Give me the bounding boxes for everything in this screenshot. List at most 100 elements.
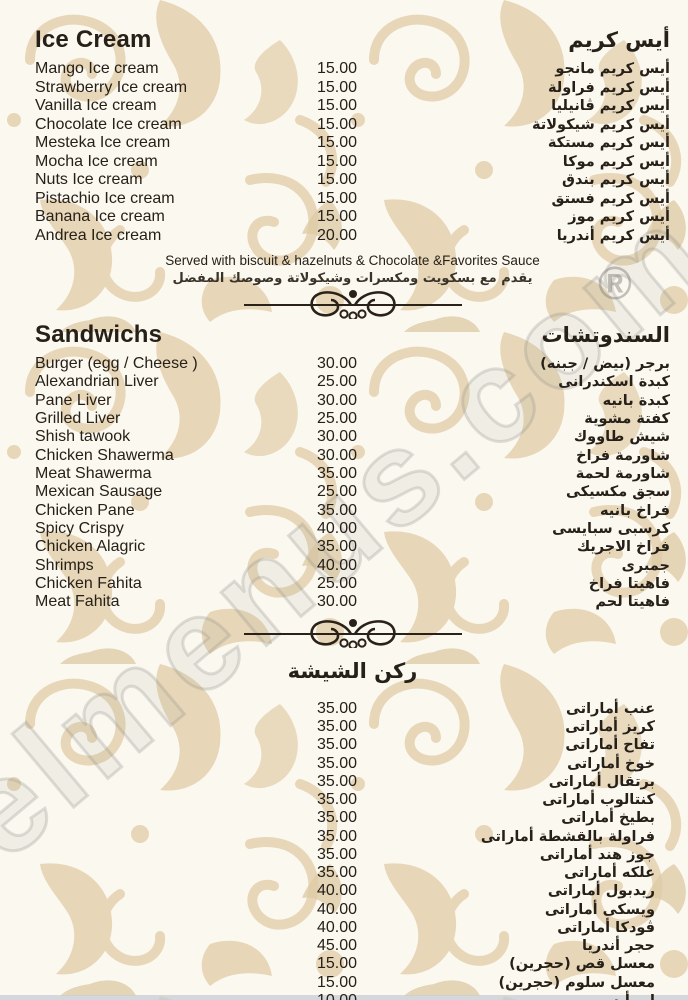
menu-item-row: 35.00 عنب أماراتى xyxy=(35,700,670,718)
menu-item-row: Chicken Fahita 25.00 فاهيتا فراخ xyxy=(35,575,670,593)
item-name-ar: كبدة بانيه xyxy=(602,392,670,409)
item-name-en: Chicken Pane xyxy=(35,501,135,519)
item-name-ar: كبدة اسكندرانى xyxy=(558,374,670,391)
item-name-ar: برتقال أماراتى xyxy=(548,773,655,790)
item-name-ar: شاورمة فراخ xyxy=(576,447,670,464)
item-price: 25.00 xyxy=(316,483,357,501)
item-name-en: Vanilla Ice cream xyxy=(35,97,157,114)
ice-cream-note-ar: يقدم مع بسكويت ومكسرات وشيكولاتة وصوصك ا… xyxy=(172,271,533,286)
menu-item-row: 35.00 خوخ أماراتى xyxy=(35,755,670,773)
item-name-en: Pistachio Ice cream xyxy=(35,189,175,207)
item-price: 30.00 xyxy=(316,355,357,372)
item-price: 25.00 xyxy=(316,373,357,391)
item-name-ar: بطيخ أماراتى xyxy=(561,810,655,827)
item-name-ar: عنب أماراتى xyxy=(565,700,655,717)
menu-item-row: 35.00 فراولة بالقشطة أماراتى xyxy=(35,828,670,846)
menu-item-row: 15.00 معسل سلوم (حجرين) xyxy=(35,974,670,992)
item-name-ar: ڤودكا أماراتى xyxy=(557,919,655,936)
item-name-en: Mesteka Ice cream xyxy=(35,134,171,151)
item-name-ar: شيش طاووك xyxy=(573,429,670,446)
item-name-ar: لى أيس xyxy=(357,992,655,1000)
item-price: 25.00 xyxy=(316,575,357,593)
menu-item-row: Mesteka Ice cream 15.00 أيس كريم مستكة xyxy=(35,134,670,153)
menu-item-row: Strawberry Ice cream 15.00 أيس كريم فراو… xyxy=(35,79,670,98)
item-price: 40.00 xyxy=(316,882,357,900)
ice-cream-note-en: Served with biscuit & hazelnuts & Chocol… xyxy=(165,253,540,268)
item-name-ar: تفاح أماراتى xyxy=(565,737,655,754)
ice-cream-header: Ice Cream أيس كريم xyxy=(35,26,670,56)
menu-item-row: Spicy Crispy 40.00 كرسبى سبايسى xyxy=(35,520,670,538)
item-price: 20.00 xyxy=(316,226,357,244)
menu-item-row: 35.00 علكه أماراتى xyxy=(35,864,670,882)
item-name-ar: برجر (بيض / جبنه) xyxy=(540,356,670,372)
menu-item-row: Banana Ice cream 15.00 أيس كريم موز xyxy=(35,208,670,227)
ice-cream-title-ar: أيس كريم xyxy=(568,28,670,52)
menu-item-row: Chicken Shawerma 30.00 شاورمة فراخ xyxy=(35,447,670,465)
item-name-en: Burger (egg / Cheese ) xyxy=(35,355,198,372)
menu-item-row: 45.00 حجر أندريا xyxy=(35,937,670,955)
menu-item-row: 35.00 بطيخ أماراتى xyxy=(35,809,670,827)
item-price: 15.00 xyxy=(316,208,357,225)
item-name-en: Shrimps xyxy=(35,556,94,574)
sandwichs-title-ar: السندوتشات xyxy=(541,323,670,347)
section-ice-cream: Ice Cream أيس كريم Mango Ice cream 15.00… xyxy=(35,26,670,286)
menu-item-row: 35.00 كنتالوب أماراتى xyxy=(35,791,670,809)
menu-item-row: 40.00 ڤودكا أماراتى xyxy=(35,919,670,937)
item-name-ar: كنتالوب أماراتى xyxy=(542,792,655,809)
item-name-ar: معسل سلوم (حجرين) xyxy=(498,974,655,991)
item-price: 15.00 xyxy=(316,115,357,133)
item-name-ar: شاورمة لحمة xyxy=(575,466,670,483)
item-name-ar: فراخ بانيه xyxy=(599,502,670,519)
menu-item-row: Nuts Ice cream 15.00 أيس كريم بندق xyxy=(35,171,670,190)
item-name-ar: كفتة مشوية xyxy=(584,411,670,428)
item-name-ar: أيس كريم مانجو xyxy=(555,61,670,77)
item-price: 35.00 xyxy=(316,791,357,809)
item-name-en: Mocha Ice cream xyxy=(35,152,158,170)
item-price: 15.00 xyxy=(316,189,357,207)
menu-item-row: Pane Liver 30.00 كبدة بانيه xyxy=(35,392,670,410)
item-price: 15.00 xyxy=(316,78,357,96)
item-price: 35.00 xyxy=(316,772,357,790)
menu-item-row: 10.00 لى أيس xyxy=(35,992,670,1000)
item-name-ar: أيس كريم شيكولاتة xyxy=(531,116,670,133)
item-name-ar: فاهيتا فراخ xyxy=(588,576,670,593)
sandwichs-items: Burger (egg / Cheese ) 30.00 برجر (بيض /… xyxy=(35,355,670,612)
item-name-ar: أيس كريم موكا xyxy=(562,153,670,170)
item-name-ar: فراخ الاجريك xyxy=(576,539,670,556)
item-name-ar: سجق مكسيكى xyxy=(565,484,670,501)
ice-cream-items: Mango Ice cream 15.00 أيس كريم مانجو Str… xyxy=(35,60,670,245)
item-price: 35.00 xyxy=(316,736,357,754)
sandwichs-title-en: Sandwichs xyxy=(35,321,163,348)
item-name-ar: ريدبول أماراتى xyxy=(547,883,655,900)
item-price: 30.00 xyxy=(316,428,357,446)
item-name-ar: أيس كريم بندق xyxy=(562,172,670,188)
menu-item-row: Meat Shawerma 35.00 شاورمة لحمة xyxy=(35,465,670,483)
item-price: 15.00 xyxy=(316,152,357,170)
item-price: 10.00 xyxy=(275,992,357,1000)
menu-item-row: Alexandrian Liver 25.00 كبدة اسكندرانى xyxy=(35,373,670,391)
menu-item-row: Chocolate Ice cream 15.00 أيس كريم شيكول… xyxy=(35,116,670,135)
item-name-en: Nuts Ice cream xyxy=(35,171,143,188)
item-price: 15.00 xyxy=(316,973,357,991)
menu-item-row: Shish tawook 30.00 شيش طاووك xyxy=(35,428,670,446)
menu-item-row: 35.00 برتقال أماراتى xyxy=(35,773,670,791)
menu-item-row: 35.00 جوز هند أماراتى xyxy=(35,846,670,864)
menu-item-row: Mocha Ice cream 15.00 أيس كريم موكا xyxy=(35,153,670,172)
item-price: 35.00 xyxy=(316,809,357,827)
item-name-en: Strawberry Ice cream xyxy=(35,78,188,96)
item-name-en: Grilled Liver xyxy=(35,410,121,428)
menu-item-row: Mango Ice cream 15.00 أيس كريم مانجو xyxy=(35,60,670,79)
item-price: 15.00 xyxy=(316,171,357,188)
item-name-en: Alexandrian Liver xyxy=(35,373,159,391)
item-name-en: Shish tawook xyxy=(35,428,131,446)
item-name-ar: أيس كريم أندريا xyxy=(556,227,670,244)
item-name-ar: علكه أماراتى xyxy=(564,865,655,882)
menu-item-row: Mexican Sausage 25.00 سجق مكسيكى xyxy=(35,483,670,501)
menu-item-row: Andrea Ice cream 20.00 أيس كريم أندريا xyxy=(35,227,670,246)
item-price: 35.00 xyxy=(316,501,357,519)
item-price: 35.00 xyxy=(316,718,357,736)
item-name-ar: معسل قص (حجرين) xyxy=(509,956,655,973)
scroll-divider-ornament xyxy=(243,618,462,650)
